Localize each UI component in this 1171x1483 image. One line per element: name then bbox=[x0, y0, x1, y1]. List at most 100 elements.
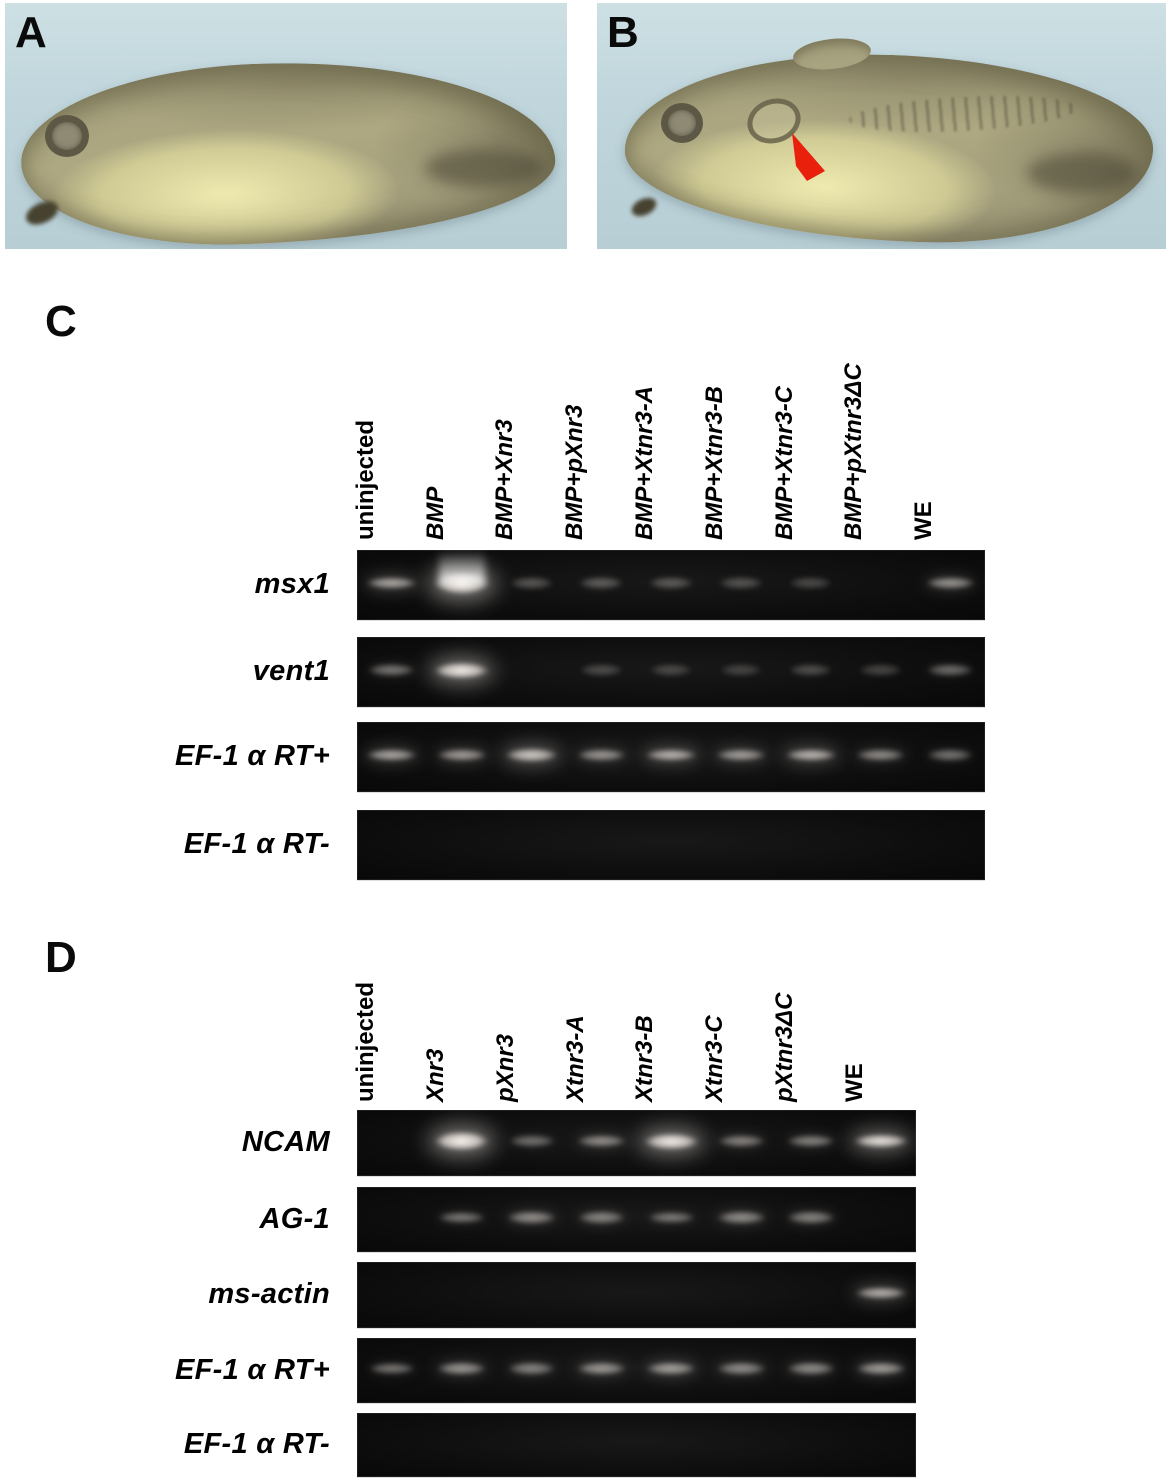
gel-strip-C-1 bbox=[357, 550, 985, 620]
gel-lane bbox=[776, 1262, 846, 1328]
gel-lane bbox=[706, 810, 776, 880]
gel-lane bbox=[567, 1262, 637, 1328]
gel-lane bbox=[427, 1262, 497, 1328]
gel-band bbox=[718, 1211, 765, 1224]
gel-lane bbox=[427, 1413, 497, 1477]
gel-lane bbox=[846, 1187, 916, 1252]
gel-band bbox=[857, 1362, 906, 1375]
gel-lane bbox=[357, 810, 427, 880]
gel-lane bbox=[497, 1187, 567, 1252]
gel-band bbox=[649, 577, 693, 589]
gel-lane bbox=[636, 810, 706, 880]
gel-strip-C-4 bbox=[357, 810, 985, 880]
gel-band bbox=[718, 1134, 765, 1148]
gel-band bbox=[578, 1211, 625, 1224]
gel-lane bbox=[357, 1413, 427, 1477]
lane-label-C-3: BMP+Xnr3 bbox=[491, 419, 519, 540]
gel-band-smear bbox=[438, 551, 485, 583]
gel-strip-C-3 bbox=[357, 722, 985, 792]
gel-lane bbox=[776, 1187, 846, 1252]
gel-lane bbox=[637, 1338, 707, 1403]
row-label-D-5: EF-1 α RT- bbox=[183, 1427, 330, 1460]
gel-lane bbox=[637, 1262, 707, 1328]
row-label-C-4: EF-1 α RT- bbox=[183, 827, 330, 860]
gel-lane bbox=[846, 1262, 916, 1328]
gel-band bbox=[438, 1362, 486, 1375]
gel-band bbox=[434, 1131, 490, 1151]
gel-lane bbox=[567, 1413, 637, 1477]
gel-band bbox=[856, 1286, 906, 1300]
gel-band bbox=[437, 748, 486, 762]
gel-band bbox=[578, 1134, 625, 1148]
gel-lane bbox=[776, 810, 846, 880]
gel-band bbox=[789, 664, 832, 676]
gel-lane bbox=[427, 550, 497, 620]
gel-lane bbox=[497, 722, 567, 792]
lane-label-D-3: pXnr3 bbox=[491, 1033, 519, 1102]
lane-label-C-7: BMP+Xtnr3-C bbox=[770, 385, 798, 540]
gel-lane bbox=[427, 1110, 497, 1176]
lane-label-C-6: BMP+Xtnr3-B bbox=[700, 385, 728, 540]
gel-strip-D-3 bbox=[357, 1262, 916, 1328]
gel-band bbox=[928, 664, 973, 676]
gel-band bbox=[787, 1362, 835, 1375]
gel-lane bbox=[706, 550, 776, 620]
panel-letter-d: D bbox=[45, 933, 77, 982]
gel-band bbox=[510, 577, 553, 589]
gel-band bbox=[720, 664, 761, 676]
gel-band bbox=[580, 577, 623, 589]
row-label-D-2: AG-1 bbox=[259, 1202, 330, 1235]
gel-lane bbox=[915, 637, 985, 707]
gel-lane bbox=[357, 1110, 427, 1176]
gel-lane bbox=[566, 637, 636, 707]
gel-strip-D-5 bbox=[357, 1413, 916, 1477]
gel-lane bbox=[636, 722, 706, 792]
gel-lane bbox=[427, 1187, 497, 1252]
gel-band bbox=[439, 1211, 485, 1224]
gel-lane bbox=[706, 722, 776, 792]
gel-lane bbox=[776, 722, 846, 792]
gel-lane bbox=[845, 550, 915, 620]
lane-label-C-1: uninjected bbox=[351, 419, 379, 540]
gel-band bbox=[434, 661, 489, 679]
red-arrowhead-icon bbox=[792, 133, 825, 181]
gel-lane bbox=[845, 722, 915, 792]
gel-lane bbox=[915, 550, 985, 620]
gel-band bbox=[644, 1132, 699, 1150]
gel-band bbox=[854, 1134, 908, 1148]
gel-lane bbox=[497, 1338, 567, 1403]
gel-band bbox=[718, 1362, 765, 1375]
red-arrowhead-shape bbox=[792, 133, 825, 181]
gel-band bbox=[505, 748, 558, 762]
gel-lane bbox=[566, 810, 636, 880]
gel-band bbox=[860, 664, 901, 676]
gel-band bbox=[367, 576, 417, 590]
lane-label-C-5: BMP+Xtnr3-A bbox=[631, 385, 658, 540]
gel-lane bbox=[427, 810, 497, 880]
lane-label-C-4: BMP+pXnr3 bbox=[561, 404, 589, 540]
lane-label-D-2: Xnr3 bbox=[421, 1048, 449, 1102]
gel-lane bbox=[357, 1262, 427, 1328]
gel-lane bbox=[497, 637, 567, 707]
gel-lane bbox=[915, 722, 985, 792]
gel-lane bbox=[497, 1110, 567, 1176]
gel-lane bbox=[497, 810, 567, 880]
row-label-D-1: NCAM bbox=[241, 1125, 330, 1158]
gel-band bbox=[369, 1362, 415, 1375]
lane-label-D-5: Xtnr3-B bbox=[631, 1015, 659, 1102]
gel-band bbox=[790, 577, 831, 589]
gel-lane bbox=[637, 1187, 707, 1252]
gel-band bbox=[788, 1134, 834, 1148]
panel-letter-c: C bbox=[45, 297, 77, 346]
gel-lane bbox=[776, 1413, 846, 1477]
gel-lane bbox=[427, 722, 497, 792]
gel-lane bbox=[636, 550, 706, 620]
gel-band bbox=[577, 1362, 626, 1375]
gel-lane bbox=[776, 637, 846, 707]
gel-lane bbox=[706, 1338, 776, 1403]
gel-lane bbox=[706, 637, 776, 707]
photo-panel-b: B bbox=[597, 3, 1166, 249]
gel-lane bbox=[637, 1110, 707, 1176]
lane-label-D-6: Xtnr3-C bbox=[701, 1015, 729, 1102]
